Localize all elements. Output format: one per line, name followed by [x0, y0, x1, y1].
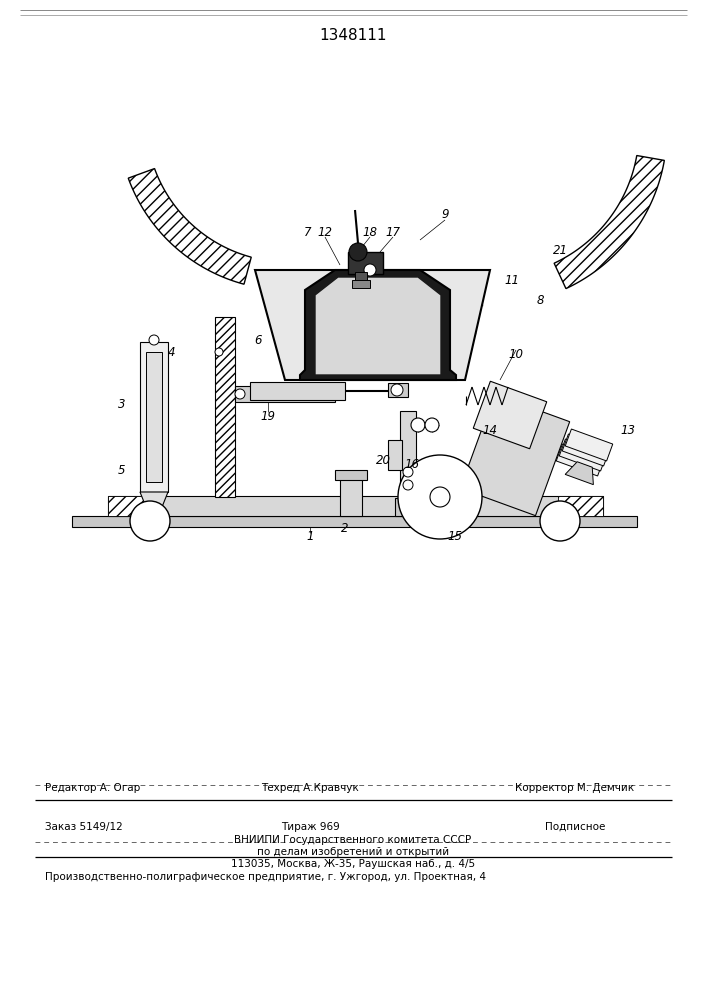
Bar — [146, 352, 162, 482]
Text: 3: 3 — [118, 398, 126, 412]
Text: 1: 1 — [306, 530, 314, 544]
Circle shape — [215, 348, 223, 356]
Text: 12: 12 — [317, 226, 332, 238]
Text: 17: 17 — [385, 226, 400, 238]
Polygon shape — [565, 462, 593, 485]
Polygon shape — [255, 270, 490, 380]
Bar — [558, 496, 603, 516]
Polygon shape — [559, 439, 607, 471]
Polygon shape — [300, 270, 456, 380]
Bar — [388, 440, 402, 470]
Bar — [352, 280, 370, 288]
Text: 16: 16 — [404, 458, 419, 472]
Polygon shape — [460, 394, 570, 516]
Text: Корректор М. Демчик: Корректор М. Демчик — [515, 783, 635, 793]
Text: Производственно-полиграфическое предприятие, г. Ужгород, ул. Проектная, 4: Производственно-полиграфическое предприя… — [45, 872, 486, 882]
Polygon shape — [554, 156, 665, 289]
Bar — [215, 317, 235, 497]
Circle shape — [403, 467, 413, 477]
Text: 10: 10 — [508, 349, 523, 361]
Bar — [250, 382, 345, 400]
Text: 6: 6 — [255, 334, 262, 347]
Polygon shape — [140, 492, 168, 512]
Bar — [348, 252, 383, 274]
Bar — [388, 383, 408, 397]
Circle shape — [430, 487, 450, 507]
Text: 1348111: 1348111 — [320, 27, 387, 42]
Bar — [395, 498, 475, 516]
Bar — [140, 342, 168, 492]
Text: 11: 11 — [505, 273, 520, 286]
Circle shape — [425, 418, 439, 432]
Polygon shape — [473, 381, 547, 449]
Text: 2: 2 — [341, 522, 349, 536]
Circle shape — [349, 243, 367, 261]
Bar — [108, 496, 603, 516]
Circle shape — [364, 264, 376, 276]
Bar — [340, 474, 362, 516]
Bar — [235, 386, 335, 402]
Text: Подписное: Подписное — [545, 822, 605, 832]
Circle shape — [411, 418, 425, 432]
Text: ВНИИПИ Государственного комитета СССР: ВНИИПИ Государственного комитета СССР — [235, 835, 472, 845]
Text: Техред А.Кравчук: Техред А.Кравчук — [261, 783, 359, 793]
Circle shape — [149, 335, 159, 345]
Bar — [72, 516, 637, 527]
Text: 19: 19 — [260, 410, 276, 422]
Circle shape — [540, 501, 580, 541]
Text: Тираж 969: Тираж 969 — [281, 822, 339, 832]
Text: по делам изобретений и открытий: по делам изобретений и открытий — [257, 847, 449, 857]
Polygon shape — [315, 277, 441, 375]
Bar — [400, 411, 416, 496]
Bar — [355, 272, 367, 282]
Text: 113035, Москва, Ж-35, Раушская наб., д. 4/5: 113035, Москва, Ж-35, Раушская наб., д. … — [231, 859, 475, 869]
Text: 18: 18 — [363, 226, 378, 238]
Text: 15: 15 — [448, 530, 462, 544]
Text: 13: 13 — [621, 424, 636, 436]
Circle shape — [391, 384, 403, 396]
Bar — [108, 496, 153, 516]
Text: 20: 20 — [375, 454, 390, 466]
Circle shape — [235, 389, 245, 399]
Text: 8: 8 — [536, 294, 544, 306]
Text: 5: 5 — [118, 464, 126, 477]
Text: Заказ 5149/12: Заказ 5149/12 — [45, 822, 123, 832]
Text: 4: 4 — [168, 346, 176, 359]
Text: 21: 21 — [552, 243, 568, 256]
Polygon shape — [562, 434, 609, 466]
Bar — [335, 470, 367, 480]
Circle shape — [398, 455, 482, 539]
Polygon shape — [128, 169, 251, 284]
Circle shape — [130, 501, 170, 541]
Text: 9: 9 — [441, 209, 449, 222]
Text: 14: 14 — [482, 424, 498, 436]
Circle shape — [403, 480, 413, 490]
Text: 7: 7 — [304, 226, 312, 238]
Text: Редактор А. Огар: Редактор А. Огар — [45, 783, 140, 793]
Polygon shape — [566, 429, 613, 461]
Polygon shape — [556, 444, 604, 476]
